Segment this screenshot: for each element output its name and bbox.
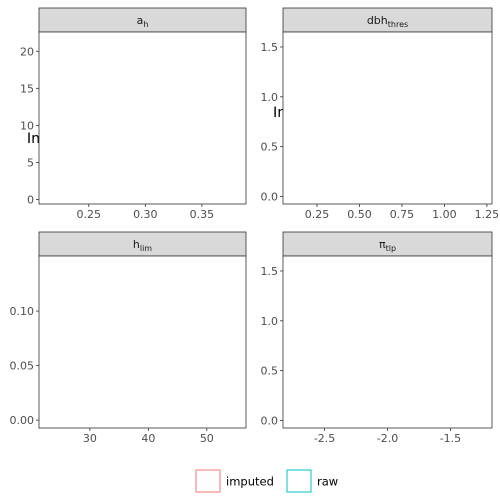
legend-label-imputed: imputed <box>226 475 274 489</box>
x-tick-label: -2.5 <box>314 432 335 445</box>
x-tick-label: 1.00 <box>432 208 457 221</box>
legend: imputed raw <box>195 469 338 493</box>
legend-key-imputed <box>195 469 221 493</box>
y-tick-label: 0.5 <box>261 365 279 378</box>
y-tick-label: 0.10 <box>10 305 35 318</box>
y-tick-label: 0.00 <box>10 414 35 427</box>
strip-background <box>38 7 247 33</box>
strip-title-base: π <box>379 238 386 251</box>
y-tick-label: 1.0 <box>261 91 279 104</box>
x-tick-label: 50 <box>200 432 214 445</box>
y-tick-label: 0 <box>27 194 34 207</box>
y-tick-label: 10 <box>20 119 34 132</box>
strip-title-subscript: thres <box>388 20 408 29</box>
y-tick-label: 0.5 <box>261 141 279 154</box>
y-tick-label: 1.5 <box>261 265 279 278</box>
y-tick-label: 5 <box>27 156 34 169</box>
x-tick-label: 0.25 <box>77 208 102 221</box>
panel-border <box>38 255 247 429</box>
legend-key-raw <box>286 469 312 493</box>
legend-label-raw: raw <box>317 475 338 489</box>
x-tick-label: 30 <box>83 432 97 445</box>
strip-title-base: dbh <box>367 14 388 27</box>
panel-2: dbhthres 0.25 0.50 0.75 1.00 1.25 0.0 0.5 1.0 1.5… <box>261 7 500 221</box>
y-tick-label: 20 <box>20 45 34 58</box>
strip-title-subscript: tlp <box>386 244 396 253</box>
y-tick-label: 0.0 <box>261 415 279 428</box>
x-tick-label: 0.30 <box>133 208 158 221</box>
strip-background <box>38 231 247 257</box>
facet-panels: ah0.250.300.3505101520Raw: 107Imputed:11… <box>10 7 500 445</box>
panel-border <box>38 31 247 205</box>
x-tick-label: 0.35 <box>190 208 215 221</box>
x-tick-label: 0.50 <box>347 208 372 221</box>
x-tick-label: 0.25 <box>305 208 330 221</box>
strip-background <box>282 231 493 257</box>
panel-border <box>282 255 493 429</box>
x-tick-label: 1.25 <box>475 208 500 221</box>
panel-4: πtlp-2.5-2.0-1.50.00.51.01.5Raw: 80Imput… <box>261 231 493 445</box>
x-tick-label: 40 <box>141 432 155 445</box>
strip-background <box>282 7 493 33</box>
strip-title: hlim <box>133 238 152 253</box>
strip-title: ah <box>137 14 149 29</box>
y-tick-label: 15 <box>20 82 34 95</box>
panel-1: ah0.250.300.3505101520Raw: 107Imputed:11… <box>20 7 247 221</box>
strip-title-subscript: h <box>143 20 148 29</box>
y-tick-label: 1.5 <box>261 41 279 54</box>
x-tick-label: -2.0 <box>377 432 398 445</box>
panel-border <box>282 31 493 205</box>
x-tick-label: -1.5 <box>440 432 461 445</box>
y-tick-label: 1.0 <box>261 315 279 328</box>
y-tick-label: 0.0 <box>261 191 279 204</box>
strip-title: πtlp <box>379 238 396 253</box>
strip-title-base: a <box>137 14 144 27</box>
strip-title-base: h <box>133 238 140 251</box>
x-tick-label: 0.75 <box>390 208 415 221</box>
strip-title: dbhthres <box>367 14 408 29</box>
y-tick-label: 0.05 <box>10 360 35 373</box>
strip-title-subscript: lim <box>140 244 152 253</box>
